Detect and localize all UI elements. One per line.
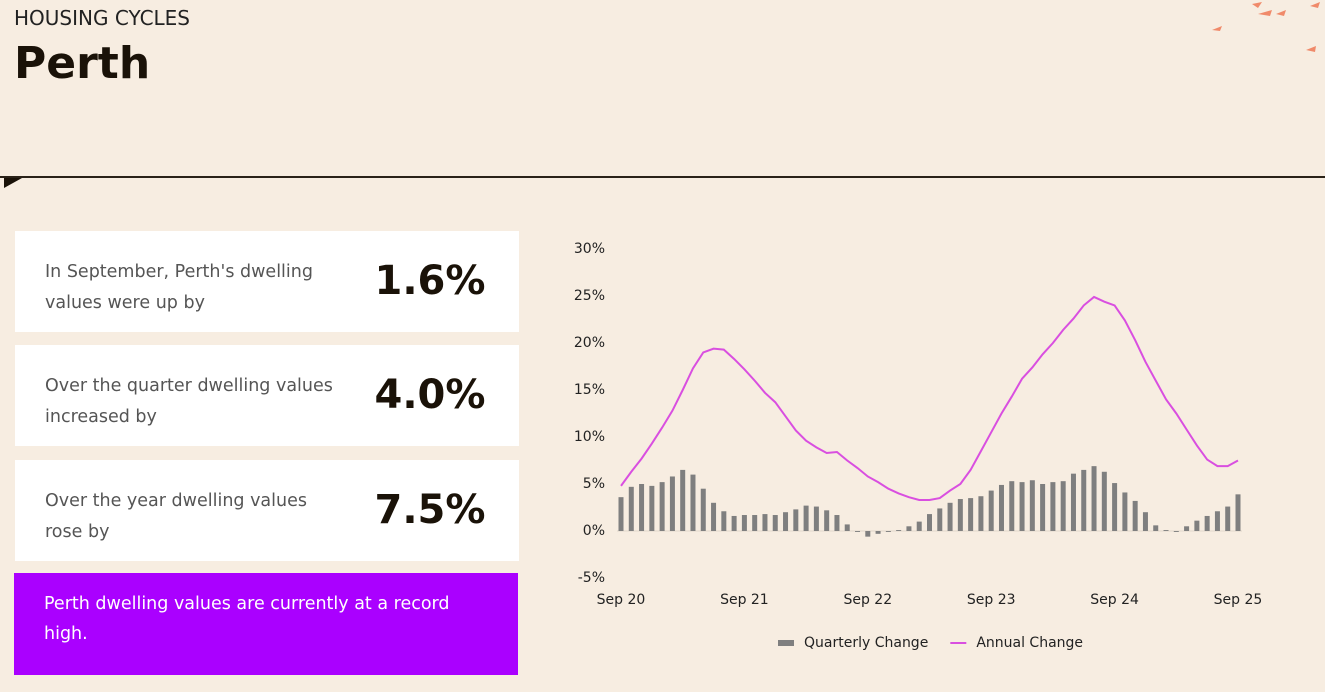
bar [937, 508, 943, 531]
bar [1163, 530, 1169, 531]
bar [628, 486, 634, 531]
stat-value: 4.0% [374, 372, 486, 418]
divider [0, 176, 1325, 178]
legend-label: Annual Change [976, 635, 1083, 651]
bar [762, 514, 768, 531]
divider-marker [4, 178, 22, 188]
bar [988, 490, 994, 531]
bar [998, 484, 1004, 531]
bar [927, 514, 932, 531]
bar [731, 515, 737, 531]
stat-card: Over the quarter dwelling values increas… [15, 345, 519, 446]
bar [947, 502, 953, 531]
bar [978, 496, 984, 531]
bar [803, 505, 809, 531]
stat-card: Over the year dwelling values rose by 7.… [15, 460, 519, 561]
bar [916, 521, 922, 531]
y-tick-label: 10% [574, 429, 605, 445]
line [620, 295, 1239, 501]
y-tick-label: 30% [574, 241, 605, 257]
bar [1194, 520, 1200, 531]
bar [968, 498, 974, 531]
bar [783, 512, 789, 531]
bar [1070, 473, 1076, 531]
bar [1214, 511, 1220, 531]
bar [1204, 515, 1210, 531]
bar [711, 502, 717, 531]
bar [639, 484, 645, 531]
bar [1101, 471, 1107, 531]
bar [793, 509, 799, 531]
stat-text: In September, Perth's dwelling values we… [45, 262, 313, 313]
bar [896, 530, 902, 531]
bar [669, 476, 675, 531]
bar [1153, 525, 1159, 531]
decoration [1212, 2, 1320, 52]
bar [865, 531, 871, 537]
bar [875, 531, 881, 534]
x-tick-label: Sep 23 [967, 592, 1016, 608]
bar [690, 474, 696, 531]
bar [813, 506, 819, 531]
bar [741, 515, 747, 531]
x-tick-label: Sep 24 [1090, 592, 1139, 608]
kicker: HOUSING CYCLES [14, 6, 191, 30]
stat-text: Over the year dwelling values rose by [45, 491, 307, 542]
bar [1029, 480, 1035, 531]
bar [1112, 483, 1118, 531]
bar [1173, 531, 1179, 532]
y-tick-label: 0% [583, 523, 605, 539]
y-tick-label: 25% [574, 288, 605, 304]
bar [855, 531, 861, 532]
bar [1132, 500, 1138, 531]
chart: -5% 0% 5% 10% 15% 20% 25% 30% Sep 20 Sep 21 Sep 22… [574, 241, 1263, 651]
bar [772, 515, 778, 531]
bar [700, 488, 706, 531]
note-text: Perth dwelling values are currently at a… [44, 594, 450, 644]
y-tick-label: 20% [574, 335, 605, 351]
y-tick-label: 15% [574, 382, 605, 398]
bar [680, 469, 686, 531]
bar [885, 531, 891, 532]
bar [1184, 526, 1190, 531]
bar [844, 524, 850, 531]
bar [1235, 494, 1241, 531]
bar [659, 482, 665, 531]
bar [752, 515, 758, 531]
y-tick-label: -5% [578, 570, 605, 586]
page-title: Perth [14, 38, 151, 89]
x-tick-label: Sep 25 [1214, 592, 1263, 608]
bar [1040, 484, 1046, 531]
bar [957, 499, 963, 531]
bar [1019, 482, 1025, 531]
legend-label: Quarterly Change [804, 635, 928, 651]
bar [1122, 492, 1128, 531]
note-box: Perth dwelling values are currently at a… [14, 573, 518, 675]
bar [618, 497, 624, 531]
bar [906, 526, 912, 531]
bar [1142, 512, 1148, 531]
bar [1225, 506, 1231, 531]
bar [1060, 481, 1066, 531]
stat-text: Over the quarter dwelling values increas… [45, 376, 333, 427]
bar [1050, 482, 1056, 531]
stat-value: 7.5% [374, 487, 486, 533]
bar [721, 511, 727, 531]
bar [649, 485, 655, 531]
bar [834, 515, 840, 531]
x-tick-label: Sep 20 [597, 592, 646, 608]
x-tick-label: Sep 22 [843, 592, 892, 608]
x-tick-label: Sep 21 [720, 592, 769, 608]
legend-swatch [778, 640, 794, 646]
y-tick-label: 5% [583, 476, 605, 492]
stat-value: 1.6% [374, 258, 486, 304]
bar [824, 510, 830, 531]
bar [1091, 466, 1097, 531]
stat-card: In September, Perth's dwelling values we… [15, 231, 519, 332]
bar [1081, 469, 1087, 531]
bar [1009, 481, 1015, 531]
